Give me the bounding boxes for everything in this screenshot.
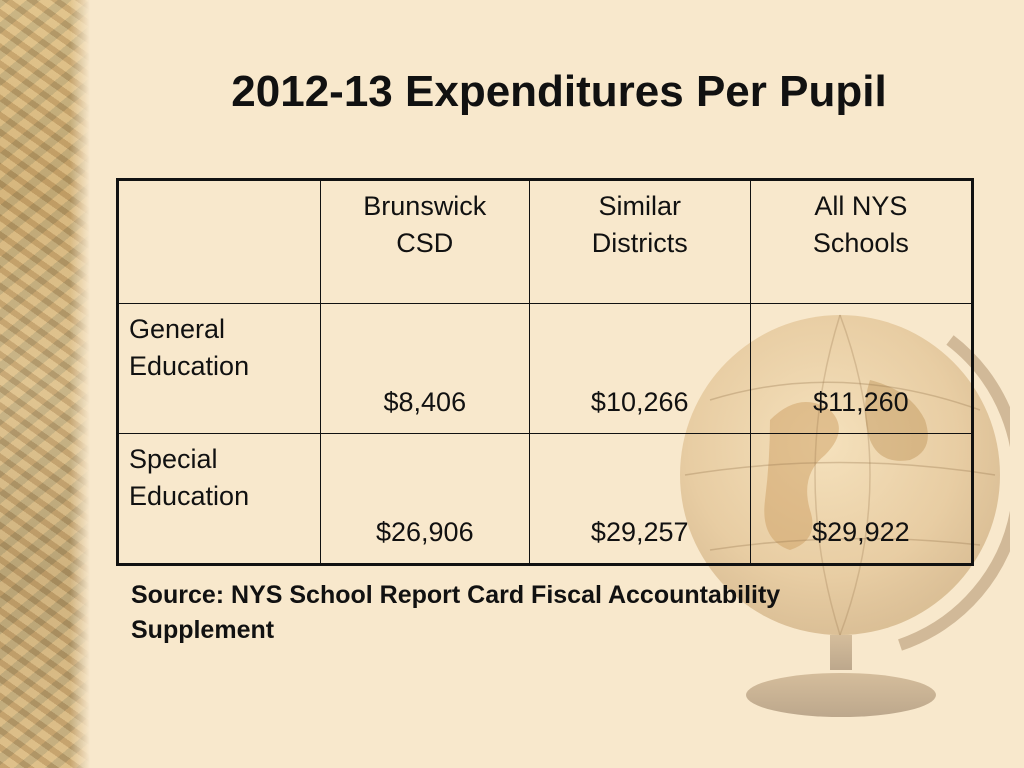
row-label-special-education: Special Education — [117, 433, 321, 565]
header-similar-districts: Similar Districts — [528, 179, 751, 304]
header-brunswick-csd: Brunswick CSD — [319, 179, 530, 304]
cell-general-similar: $10,266 — [528, 303, 751, 434]
cell-general-brunswick: $8,406 — [319, 303, 530, 434]
slide-title: 2012-13 Expenditures Per Pupil — [231, 67, 887, 116]
table-row-general-education: General Education $8,406 $10,266 $11,260 — [117, 303, 974, 434]
expenditures-table: Brunswick CSD Similar Districts All NYS … — [116, 178, 974, 566]
cell-special-all-nys: $29,922 — [749, 433, 974, 565]
header-cell-empty — [117, 179, 321, 304]
cell-general-all-nys: $11,260 — [749, 303, 974, 434]
cell-special-similar: $29,257 — [528, 433, 751, 565]
decorative-map-border — [0, 0, 90, 768]
table-row-special-education: Special Education $26,906 $29,257 $29,92… — [117, 433, 974, 565]
row-label-general-education: General Education — [117, 303, 321, 434]
table-header-row: Brunswick CSD Similar Districts All NYS … — [117, 179, 974, 304]
cell-special-brunswick: $26,906 — [319, 433, 530, 565]
header-all-nys-schools: All NYS Schools — [749, 179, 974, 304]
source-note: Source: NYS School Report Card Fiscal Ac… — [131, 581, 781, 644]
